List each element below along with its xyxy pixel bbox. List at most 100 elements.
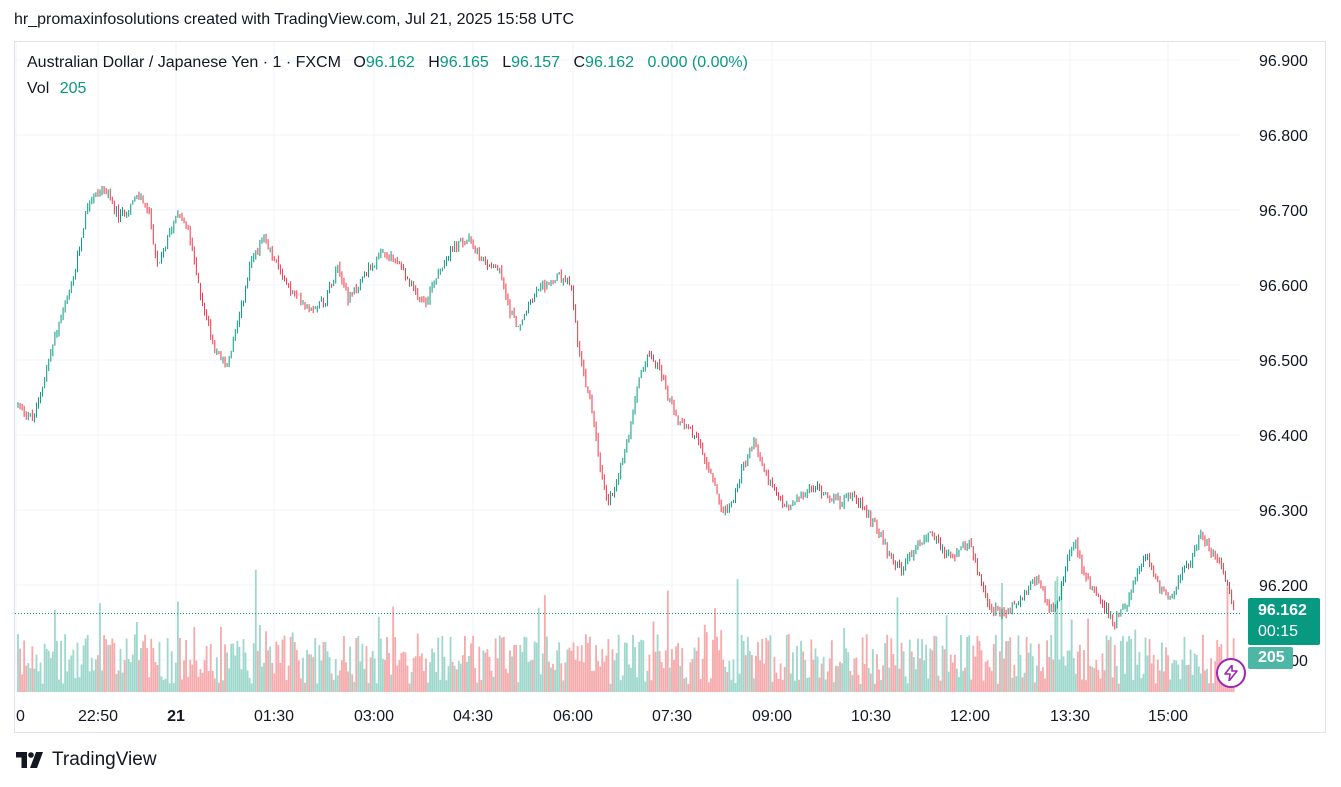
volume-bar [271,662,274,692]
volume-bar [492,676,495,692]
volume-bar [1122,636,1124,692]
volume-bar [785,635,788,692]
volume-bar [958,677,960,692]
volume-bar [379,638,382,692]
volume-bar [1031,656,1034,692]
volume-bar [956,668,958,692]
volume-bar [652,621,655,692]
volume-bar [133,634,136,692]
volume-bar [1038,643,1040,692]
volume-bar [1042,667,1044,692]
volume-bar [1165,647,1167,692]
volume-bar [95,659,97,692]
volume-bar [779,663,782,692]
volume-bar [1193,653,1196,692]
volume-bar [597,660,600,692]
volume-bar [580,645,583,692]
lightning-icon[interactable] [1216,658,1246,688]
volume-bar [947,671,950,692]
volume-bar [353,681,356,692]
volume-bar [1046,640,1048,692]
high-label: H [428,54,440,71]
volume-bar [1060,583,1063,692]
volume-bar [146,647,149,692]
volume-bar [537,607,540,692]
volume-bar [412,658,415,692]
volume-bar [111,638,114,692]
volume-bar [1175,660,1178,692]
volume-bar [1103,670,1106,692]
volume-bar [416,633,419,692]
volume-bar [744,655,747,692]
volume-bar [1130,639,1133,692]
volume-bar [718,650,720,692]
volume-bar [115,673,118,692]
volume-bar [164,678,167,692]
volume-bar [701,658,704,692]
y-tick-label: 96.900 [1259,53,1308,70]
volume-bar [377,616,380,692]
volume-bar [494,638,497,692]
volume-bar [490,670,493,692]
volume-bar [37,671,40,692]
volume-bar [935,636,938,692]
volume-bar [310,654,313,692]
volume-bar [806,677,809,692]
volume-bar [414,656,417,692]
volume-bar [843,628,846,692]
volume-bar [783,666,786,692]
volume-bar [841,663,843,692]
volume-bar [927,678,930,692]
volume-bar [1070,619,1073,692]
volume-bar [1199,673,1202,692]
change-value: 0.000 (0.00%) [647,54,748,71]
close-value: 96.162 [585,54,634,71]
volume-bar [1076,651,1079,692]
volume-bar [1120,640,1122,692]
volume-bar [697,637,700,692]
volume-bar [851,675,854,692]
volume-bar [1052,659,1055,692]
x-tick-label: 10:30 [851,708,891,725]
volume-bar [47,650,50,692]
volume-bar [105,639,108,692]
volume-bar [605,655,608,692]
volume-bar [1212,683,1215,692]
volume-bar [131,654,134,692]
volume-bar [355,637,358,692]
grid-layer [15,42,1240,692]
volume-bar [152,648,155,692]
volume-bar [1191,674,1194,692]
volume-bar [238,646,241,692]
volume-bar [689,662,692,692]
volume-bar [127,659,130,692]
volume-bar [835,665,837,692]
volume-bar [1023,672,1026,692]
volume-bar [375,683,378,692]
volume-bar [892,653,895,692]
volume-bar [322,641,325,692]
volume-bar [386,637,388,692]
ohlc-legend: Australian Dollar / Japanese Yen · 1 · F… [27,54,748,72]
volume-bar [648,654,651,692]
volume-bar [1148,639,1151,692]
volume-bar [611,649,614,692]
symbol-name[interactable]: Australian Dollar / Japanese Yen · 1 · F… [27,54,341,71]
volume-bar [273,673,276,692]
volume-layer [17,569,1235,692]
volume-bar [74,678,77,692]
volume-bar [1093,668,1096,692]
volume-bar [312,657,315,692]
volume-bar [964,667,966,692]
volume-bar [1011,677,1014,692]
volume-bar [400,653,403,692]
volume-bar [35,654,38,692]
volume-bar [613,660,616,692]
volume-bar [447,666,450,692]
volume-bar [410,672,413,692]
volume-bar [1003,658,1005,692]
volume-bar [792,652,794,692]
volume-bar [31,646,34,692]
volume-bar [191,664,194,692]
